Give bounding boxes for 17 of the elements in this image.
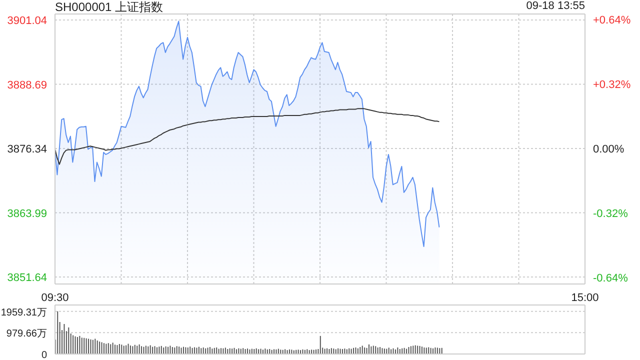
chart-title: SH000001 上证指数 — [55, 0, 164, 16]
y-tick-label: 3863.99 — [7, 208, 47, 220]
y2-tick-label: -0.32% — [593, 208, 628, 220]
y2-tick-label: 0.00% — [593, 143, 624, 156]
y2-tick-label: +0.64% — [593, 14, 631, 26]
text: 09-18 13:55 — [526, 0, 585, 12]
y-tick-label: 3888.69 — [7, 79, 47, 92]
y-tick-label: 3876.34 — [7, 144, 47, 156]
x-tick-label: 09:30 — [41, 292, 69, 304]
y-tick-label: 3901.04 — [7, 15, 47, 28]
y2-tick-label: -0.64% — [593, 272, 628, 285]
x-tick-label: 15:00 — [571, 292, 599, 304]
y-tick-label: 0 — [41, 350, 48, 360]
y-tick-label: 979.66万 — [6, 328, 47, 340]
y2-tick-label: +0.32% — [593, 78, 631, 91]
y-tick-label: 1959.31万 — [0, 307, 47, 318]
y-tick-label: 3851.64 — [7, 272, 47, 284]
